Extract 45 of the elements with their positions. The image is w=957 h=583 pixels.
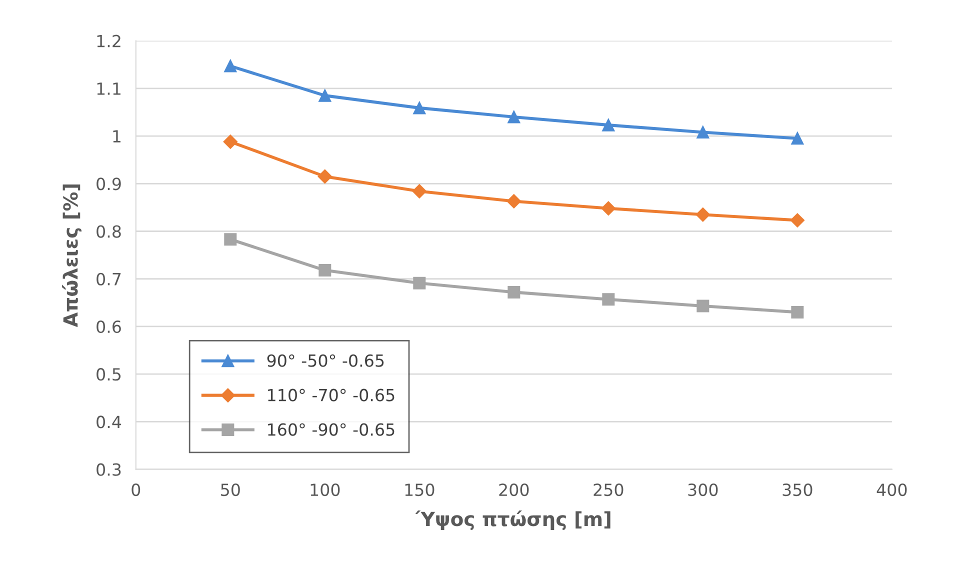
x-tick-label: 250: [594, 484, 624, 496]
point: [413, 102, 426, 114]
legend-label: 90° -50° -0.65: [267, 354, 384, 367]
y-tick-label: 0.6: [96, 320, 121, 334]
point: [602, 293, 615, 306]
x-tick-label: 200: [499, 484, 529, 496]
y-tick-label: 0.8: [96, 225, 121, 238]
x-axis-title: Ύψος πτώσης [m]: [415, 510, 610, 530]
point: [791, 306, 804, 318]
y-tick-label: 0.9: [96, 178, 121, 190]
x-tick-label: 400: [876, 484, 907, 496]
point: [224, 60, 237, 72]
point: [506, 194, 521, 208]
point: [601, 201, 616, 216]
y-axis-title: Απώλειες [%]: [62, 184, 82, 328]
point: [602, 118, 615, 132]
y-tick-label: 1.1: [97, 82, 120, 95]
point: [412, 184, 426, 198]
point: [318, 264, 332, 277]
point: [318, 169, 332, 184]
point: [223, 134, 238, 149]
point: [696, 208, 710, 222]
y-tick-label: 0.3: [96, 463, 121, 476]
point: [508, 286, 520, 298]
point: [791, 132, 804, 145]
x-tick-label: 100: [310, 484, 340, 496]
legend-label: 110° -70° -0.65: [268, 388, 394, 402]
x-tick-label: 300: [688, 484, 718, 496]
y-tick-label: 1.2: [97, 34, 120, 48]
point: [413, 276, 426, 290]
point: [696, 126, 710, 138]
x-tick-label: 350: [782, 484, 812, 496]
y-tick-label: 1: [113, 130, 120, 142]
x-tick-label: 50: [221, 484, 240, 496]
point: [696, 300, 710, 312]
point: [224, 233, 237, 246]
x-tick-label: 150: [405, 484, 434, 496]
y-tick-label: 0.5: [96, 368, 121, 381]
point: [318, 89, 332, 102]
point: [790, 213, 804, 228]
legend-label: 160° -90° -0.65: [268, 423, 394, 436]
y-tick-label: 0.7: [96, 272, 121, 286]
x-tick-label: 0: [132, 484, 140, 496]
y-tick-label: 0.4: [96, 416, 122, 428]
point: [508, 110, 520, 124]
